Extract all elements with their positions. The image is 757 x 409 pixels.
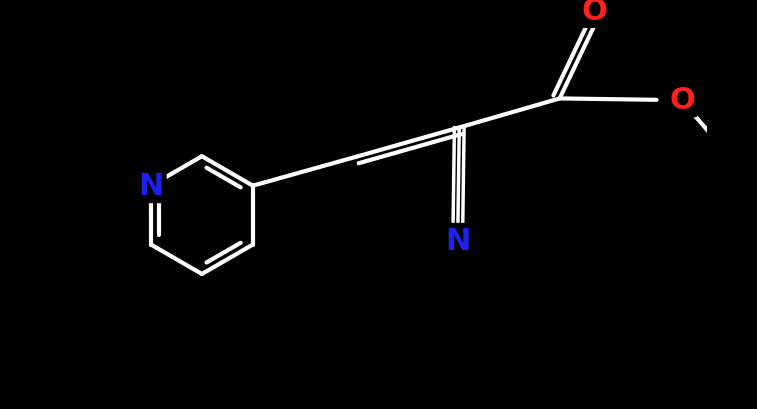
Text: N: N (445, 226, 471, 255)
Text: O: O (581, 0, 607, 26)
Text: N: N (139, 172, 164, 201)
Text: O: O (669, 86, 695, 115)
